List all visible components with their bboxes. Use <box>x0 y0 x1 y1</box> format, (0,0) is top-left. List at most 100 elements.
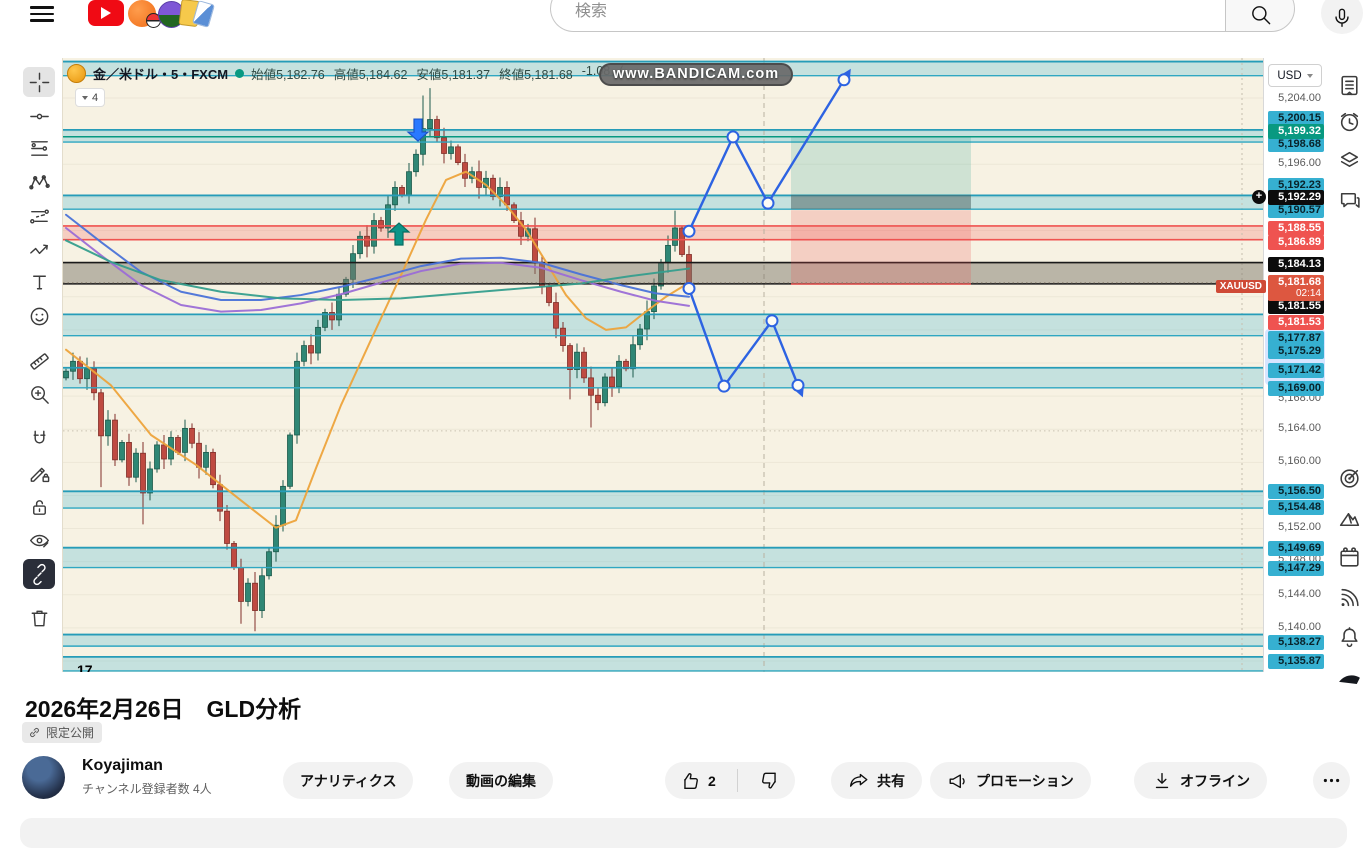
edit-video-button[interactable]: 動画の編集 <box>449 762 553 799</box>
bandicam-watermark: www.BANDICAM.com <box>599 63 794 86</box>
price-axis[interactable]: USD 5,204.00 5,200.15 5,199.32 5,198.68 5,19… <box>1215 58 1326 672</box>
analytics-button[interactable]: アナリティクス <box>283 762 414 799</box>
offline-button[interactable]: オフライン <box>1134 762 1267 799</box>
channel-avatar[interactable] <box>22 756 65 799</box>
ruler-tool-button[interactable] <box>23 346 55 376</box>
description-box[interactable] <box>20 818 1347 848</box>
price-label: 5,198.68 <box>1268 137 1324 152</box>
zoom-in-tool-button[interactable] <box>23 379 55 409</box>
xabcd-pattern-tool-button[interactable] <box>23 167 55 197</box>
ohlc-values: 始値5,182.76 高値5,184.62 安値5,181.37 終値5,181… <box>251 64 623 82</box>
partial-icon[interactable] <box>1334 656 1364 686</box>
indicator-count: 4 <box>92 91 99 104</box>
chevron-down-icon <box>82 95 88 100</box>
zoomin-icon <box>28 383 51 406</box>
add-alert-plus-icon[interactable]: + <box>1252 190 1266 204</box>
chart-canvas[interactable] <box>63 58 1263 672</box>
price-label: 5,144.00 <box>1278 588 1321 600</box>
indicators-collapse-chip[interactable]: 4 <box>75 88 106 107</box>
arrow-wave-tool-button[interactable] <box>23 234 55 264</box>
price-label: 5,160.00 <box>1278 455 1321 467</box>
price-label: 5,175.29 <box>1268 344 1324 359</box>
price-label: 5,164.00 <box>1278 422 1321 434</box>
calendar-panel-button[interactable] <box>1334 542 1364 572</box>
shapes-icon <box>1337 506 1362 531</box>
menu-icon[interactable] <box>30 2 54 22</box>
price-label: 5,192.23 <box>1268 178 1324 193</box>
time-axis-partial-label: 17 <box>77 662 93 672</box>
chat-icon <box>1337 188 1362 213</box>
link-icon <box>28 563 51 586</box>
price-label: 5,196.00 <box>1278 157 1321 169</box>
magnet-tool-button[interactable] <box>23 424 55 454</box>
layers-icon <box>1337 148 1362 173</box>
partial-icon <box>1337 659 1362 684</box>
text-tool-button[interactable] <box>23 267 55 297</box>
currency-label: USD <box>1277 69 1302 82</box>
emoji-tool-button[interactable] <box>23 301 55 331</box>
chart-legend[interactable]: 金／米ドル・5・FXCM 始値5,182.76 高値5,184.62 安値5,1… <box>67 64 623 83</box>
like-count: 2 <box>708 772 716 789</box>
dislike-button[interactable] <box>745 762 795 799</box>
search-button[interactable] <box>1225 0 1295 32</box>
hide-drawings-tool-button[interactable] <box>23 525 55 555</box>
news-icon <box>1337 585 1362 610</box>
price-label: 5,147.29 <box>1268 561 1324 576</box>
search-bar[interactable] <box>550 0 1226 32</box>
link-icon <box>27 725 42 740</box>
my-shapes-panel-button[interactable] <box>1334 503 1364 533</box>
drawing-lock-tool-button[interactable] <box>23 458 55 488</box>
divider <box>736 769 738 792</box>
chevron-down-icon <box>1306 73 1313 78</box>
xabcd-icon <box>28 171 51 194</box>
notifications-panel-button[interactable] <box>1334 622 1364 652</box>
link-tool-button[interactable] <box>23 559 55 589</box>
channel-name[interactable]: Koyajiman <box>82 757 163 774</box>
price-label: 5,192.29 + <box>1252 190 1324 205</box>
price-label: 5,171.42 <box>1268 363 1324 378</box>
crosshair-tool-button[interactable] <box>23 67 55 97</box>
thumbs-up-icon <box>679 770 701 792</box>
voice-search-button[interactable] <box>1321 0 1363 34</box>
youtube-logo-icon[interactable] <box>88 0 124 26</box>
news-panel-button[interactable] <box>1334 582 1364 612</box>
more-actions-button[interactable] <box>1313 762 1350 799</box>
trendline-icon <box>28 105 51 128</box>
hotlists-panel-button[interactable] <box>1334 145 1364 175</box>
thumbs-down-icon <box>759 770 781 792</box>
crosshair-icon <box>28 71 51 94</box>
price-label: 5,190.57 <box>1268 203 1324 218</box>
text-icon <box>28 271 51 294</box>
currency-dropdown[interactable]: USD <box>1268 64 1322 87</box>
price-label: 5,149.69 <box>1268 541 1324 556</box>
like-button[interactable]: 2 <box>665 762 730 799</box>
share-button[interactable]: 共有 <box>831 762 922 799</box>
status-dot-icon <box>235 69 245 78</box>
gann-fib-tools-button[interactable] <box>23 201 55 231</box>
lock-all-tool-button[interactable] <box>23 492 55 522</box>
tv-right-toolbar <box>1332 58 1367 684</box>
search-input[interactable] <box>573 2 1177 22</box>
bell-icon <box>1337 625 1362 650</box>
symbol-name: 金／米ドル・5・FXCM <box>93 67 229 82</box>
emoji-icon <box>28 305 51 328</box>
alerts-panel-button[interactable] <box>1334 106 1364 136</box>
promotion-button[interactable]: プロモーション <box>930 762 1091 799</box>
visibility-badge: 限定公開 <box>22 722 103 743</box>
tradingview-chart[interactable]: 金／米ドル・5・FXCM 始値5,182.76 高値5,184.62 安値5,1… <box>62 58 1263 672</box>
channel-subscribers: チャンネル登録者数 4人 <box>82 782 212 796</box>
price-label: 5,181.53 <box>1268 315 1324 330</box>
remove-drawings-tool-button[interactable] <box>23 603 55 633</box>
watchlist-panel-button[interactable] <box>1334 70 1364 100</box>
tv-left-toolbar <box>20 58 58 672</box>
calendar-icon <box>1337 545 1362 570</box>
trash-icon <box>28 607 51 630</box>
trend-line-tool-button[interactable] <box>23 101 55 131</box>
search-icon <box>1249 3 1272 26</box>
price-label: 5,177.87 <box>1268 331 1324 346</box>
chats-panel-button[interactable] <box>1334 185 1364 215</box>
fib-retracement-tool-button[interactable] <box>23 133 55 163</box>
megaphone-icon <box>947 770 969 792</box>
ideas-panel-button[interactable] <box>1334 463 1364 493</box>
download-icon <box>1151 770 1173 792</box>
